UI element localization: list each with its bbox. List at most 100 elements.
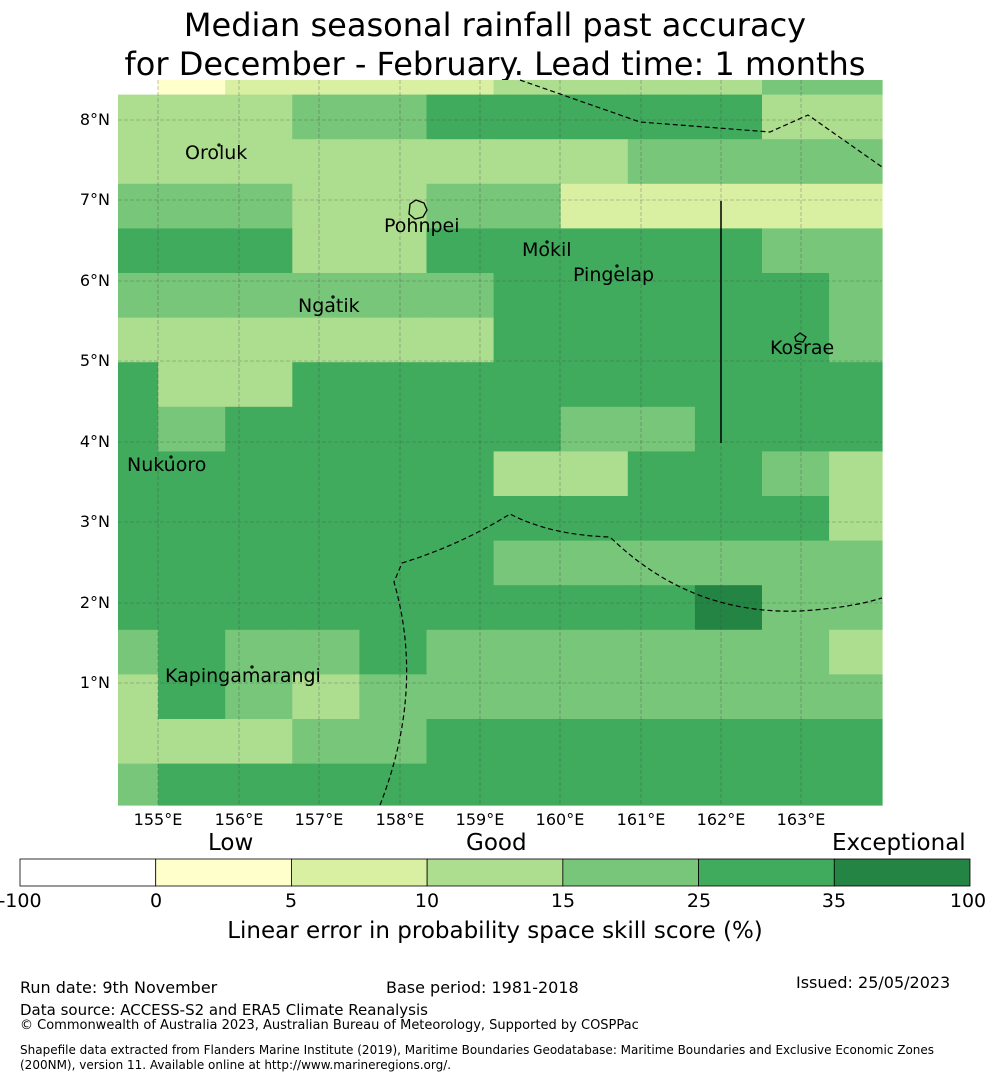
grid-cell: [292, 629, 360, 675]
grid-cell: [493, 674, 562, 720]
grid-cell: [359, 94, 428, 140]
grid-cell: [426, 406, 495, 452]
base-period: Base period: 1981-2018: [386, 978, 579, 997]
grid-cell: [158, 674, 226, 720]
grid-cell: [627, 406, 696, 452]
grid-cell: [292, 317, 360, 363]
grid-cell: [292, 540, 360, 586]
grid-cell: [627, 139, 696, 185]
grid-cell: [426, 585, 495, 631]
grid-cell: [829, 629, 883, 675]
grid-cell: [158, 763, 226, 806]
eez-boundaries: [379, 79, 883, 806]
grid-cell: [762, 406, 830, 452]
lon-label-157e: 157°E: [294, 810, 344, 829]
grid-cell: [359, 273, 428, 319]
grid-cell: [292, 273, 360, 319]
grid-cell: [118, 228, 159, 274]
grid-cell: [118, 139, 159, 185]
place-label-oroluk: Oroluk: [185, 142, 248, 164]
grid-cell: [426, 674, 495, 720]
grid-cell: [694, 273, 763, 319]
skill-grid: [118, 80, 883, 806]
grid-cell: [225, 719, 293, 765]
grid-cell: [560, 674, 629, 720]
grid-cell: [118, 540, 159, 586]
grid-cell: [560, 763, 629, 806]
grid-cell: [627, 629, 696, 675]
grid-cell: [829, 80, 883, 96]
grid-cell: [560, 362, 629, 408]
grid-cell: [627, 496, 696, 542]
grid-cell: [292, 228, 360, 274]
place-label-kapingamarangi: Kapingamarangi: [165, 665, 321, 687]
graticule: [118, 80, 882, 805]
grid-cell: [225, 80, 293, 96]
grid-cell: [762, 719, 830, 765]
grid-cell: [493, 228, 562, 274]
grid-cell: [762, 451, 830, 497]
grid-cell: [359, 674, 428, 720]
grid-cell: [359, 362, 428, 408]
grid-cell: [762, 540, 830, 586]
category-low: Low: [208, 830, 254, 856]
grid-cell: [627, 451, 696, 497]
grid-cell: [158, 362, 226, 408]
grid-cell: [493, 406, 562, 452]
grid-cell: [118, 719, 159, 765]
grid-cell: [493, 540, 562, 586]
colorbar-tick-label: 25: [686, 890, 712, 912]
grid-cell: [493, 94, 562, 140]
grid-cell: [359, 228, 428, 274]
lat-label-5n: 5°N: [79, 351, 110, 370]
grid-cell: [426, 80, 495, 96]
grid-cell: [225, 406, 293, 452]
grid-cell: [560, 139, 629, 185]
lat-label-8n: 8°N: [79, 110, 110, 129]
grid-cell: [627, 763, 696, 806]
grid-cell: [359, 139, 428, 185]
eez-boundary-north: [519, 79, 883, 168]
issued-date: Issued: 25/05/2023: [796, 973, 951, 992]
grid-cell: [158, 496, 226, 542]
colorbar-swatch: [833, 858, 971, 887]
grid-cell: [493, 585, 562, 631]
category-good: Good: [466, 830, 527, 856]
grid-cell: [829, 763, 883, 806]
grid-cell: [292, 719, 360, 765]
colorbar-tick-label: 15: [550, 890, 576, 912]
grid-cell: [762, 629, 830, 675]
grid-cell: [359, 406, 428, 452]
lat-label-6n: 6°N: [79, 271, 110, 290]
grid-cell: [762, 362, 830, 408]
grid-cell: [158, 540, 226, 586]
grid-cell: [359, 629, 428, 675]
ngatik-atoll: [331, 295, 335, 299]
grid-cell: [560, 406, 629, 452]
grid-cell: [762, 273, 830, 319]
grid-cell: [694, 540, 763, 586]
lat-label-7n: 7°N: [79, 190, 110, 209]
grid-cell: [158, 183, 226, 229]
grid-cell: [292, 451, 360, 497]
place-label-mokil: Mokil: [522, 239, 572, 261]
grid-cell: [158, 139, 226, 185]
grid-cell: [225, 94, 293, 140]
grid-cell: [292, 80, 360, 96]
grid-cell: [426, 273, 495, 319]
grid-cell: [118, 362, 159, 408]
place-label-nukuoro: Nukuoro: [127, 454, 207, 476]
grid-cell: [762, 139, 830, 185]
colorbar-swatch: [155, 858, 292, 887]
grid-cell: [829, 496, 883, 542]
colorbar-tick-label: 35: [821, 890, 847, 912]
grid-cell: [359, 540, 428, 586]
grid-cell: [694, 719, 763, 765]
grid-cell: [158, 317, 226, 363]
grid-cell: [158, 629, 226, 675]
grid-cell: [118, 763, 159, 806]
kapingamarangi-atoll: [250, 665, 254, 669]
grid-cell: [118, 80, 159, 96]
grid-cell: [560, 496, 629, 542]
grid-cell: [158, 228, 226, 274]
